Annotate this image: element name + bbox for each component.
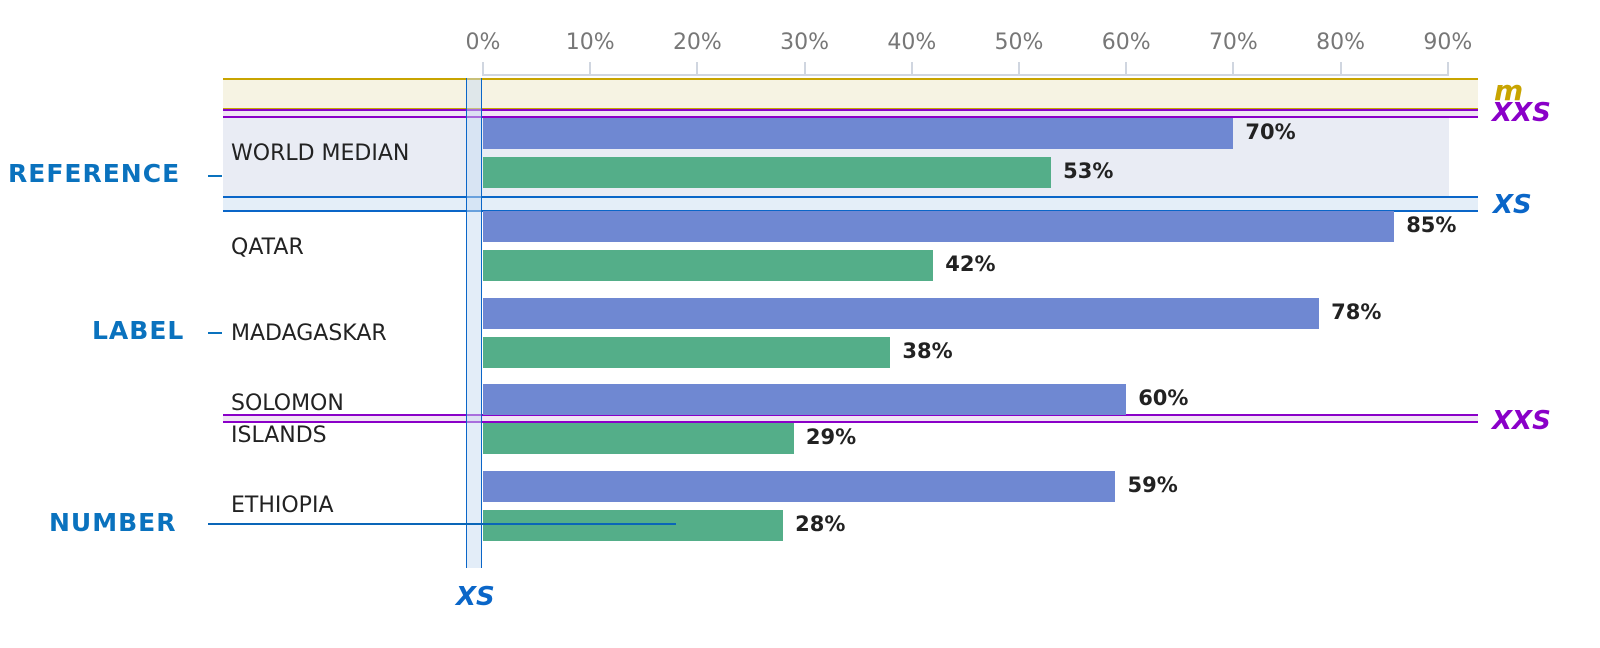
data-label: 28% [795, 512, 846, 536]
axis-tick [589, 62, 592, 76]
data-label: 70% [1245, 120, 1296, 144]
axis-line [483, 74, 1448, 76]
annotation-label: LABEL [92, 316, 185, 345]
spacing-xxs-label-top: XXS [1492, 98, 1551, 128]
axis-tick-label: 60% [1101, 30, 1151, 55]
axis-tick [1446, 62, 1449, 76]
axis-tick-label: 90% [1423, 30, 1473, 55]
axis-tick-label: 0% [465, 30, 501, 55]
category-label-line2: ISLANDS [231, 423, 327, 448]
axis-tick [1125, 62, 1128, 76]
bar-series-2 [483, 250, 934, 281]
axis-tick-label: 80% [1316, 30, 1366, 55]
axis-tick-label: 30% [780, 30, 830, 55]
axis-tick-label: 50% [994, 30, 1044, 55]
bar-series-2 [483, 337, 891, 368]
axis-tick-label: 70% [1208, 30, 1258, 55]
spacing-m-label: m [1494, 74, 1524, 107]
category-label: MADAGASKAR [231, 321, 387, 346]
annotation-number-line [208, 523, 676, 525]
axis-tick [1232, 62, 1235, 76]
axis-tick [696, 62, 699, 76]
annotation-reference-line [208, 175, 222, 177]
spacing-xxs-band-top [223, 109, 1478, 118]
spacing-xs-label-right: XS [1493, 190, 1532, 220]
bar-series-1 [483, 384, 1127, 415]
annotation-number: NUMBER [49, 508, 177, 537]
axis-tick [803, 62, 806, 76]
axis-tick-label: 10% [565, 30, 615, 55]
category-label: WORLD MEDIAN [231, 141, 410, 166]
bar-series-2 [483, 157, 1052, 188]
data-label: 53% [1063, 159, 1114, 183]
bar-series-2 [483, 510, 784, 541]
spacing-xxs-label-mid: XXS [1492, 406, 1551, 436]
category-label: QATAR [231, 235, 304, 260]
data-label: 59% [1127, 473, 1178, 497]
bar-series-1 [483, 298, 1320, 329]
spacing-xs-label-bottom: XS [456, 582, 495, 612]
axis-tick [1339, 62, 1342, 76]
bar-series-1 [483, 118, 1234, 149]
category-label-line1: SOLOMON [231, 391, 344, 416]
spacing-xs-band-right [223, 196, 1478, 212]
bar-series-1 [483, 211, 1395, 242]
bar-series-2 [483, 423, 794, 454]
axis-tick-label: 20% [672, 30, 722, 55]
axis-tick [910, 62, 913, 76]
data-label: 78% [1331, 300, 1382, 324]
annotation-label-line [208, 332, 222, 334]
axis-tick [482, 62, 484, 76]
category-label: ETHIOPIA [231, 493, 334, 518]
spacing-xxs-band-mid [223, 414, 1478, 423]
data-label: 42% [945, 252, 996, 276]
data-label: 60% [1138, 386, 1189, 410]
axis-tick [1018, 62, 1020, 76]
data-label: 29% [805, 425, 857, 449]
spacing-xs-band-bottom [466, 78, 482, 568]
bar-series-1 [483, 471, 1116, 502]
axis-tick-label: 40% [887, 30, 937, 55]
data-label: 85% [1406, 213, 1457, 237]
data-label: 38% [902, 339, 953, 363]
spacing-m-band [223, 78, 1478, 110]
annotation-reference: REFERENCE [8, 159, 181, 188]
